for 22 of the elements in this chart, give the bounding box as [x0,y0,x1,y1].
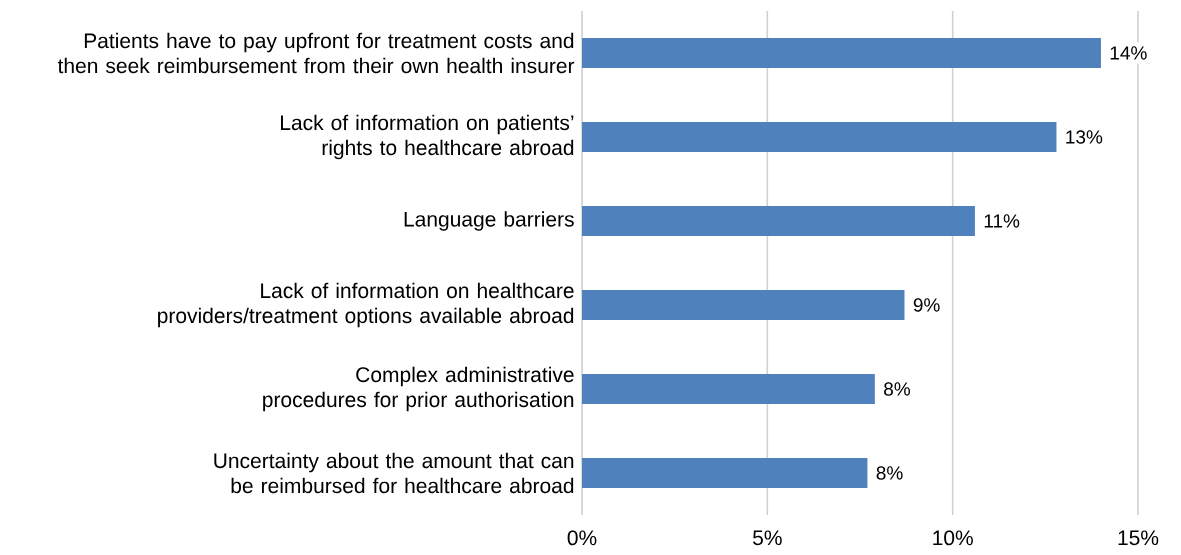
y-tick-label: Complex administrative procedures for prior authorisation [263,366,574,412]
bar [582,205,975,236]
bar [582,457,868,488]
data-label: 8% [876,466,903,480]
y-tick-label: Lack of information on patients’ rights to healthcare abroad [281,114,574,160]
x-tick-label: 5% [753,530,782,546]
bar [582,121,1057,152]
data-label: 14% [1110,46,1147,60]
x-tick-label: 15% [1118,530,1159,546]
y-tick-label: Uncertainty about the amount that can be reimbursed for healthcare abroad [214,452,574,494]
data-label: 9% [913,298,940,312]
bar [582,289,905,320]
x-tick-label: 0% [567,530,597,546]
data-label: 8% [884,382,911,396]
data-label: 13% [1066,130,1103,144]
bar [582,37,1101,68]
data-label: 11% [984,214,1020,228]
bar [582,373,875,404]
y-tick-label: Language barriers [404,211,574,231]
y-tick-label: Patients have to pay upfront for treatment costs and then seek reimbursement from their own health insurer [57,32,575,74]
y-tick-label: Lack of information on healthcare providers/treatment options available abroad [158,282,574,328]
x-tick-label: 10% [933,530,973,546]
